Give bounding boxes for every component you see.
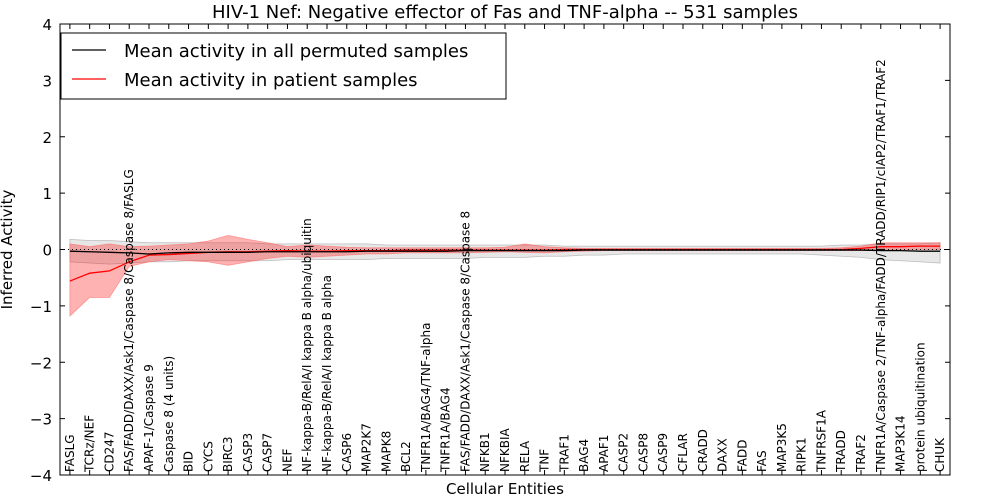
x-tick-label: CHUK — [933, 437, 947, 472]
x-tick-label: BIRC3 — [221, 436, 235, 472]
x-tick-label: APAF-1/Caspase 9 — [142, 364, 156, 472]
x-tick-label: MAP2K7 — [360, 423, 374, 472]
x-tick-label: TNF — [538, 449, 552, 473]
x-tick-label: NF-kappa-B/RelA/I kappa B alpha — [320, 275, 334, 472]
x-tick-label: TRAF1 — [557, 434, 571, 473]
x-tick-label: NF-kappa-B/RelA/I kappa B alpha/ubiquiti… — [300, 218, 314, 472]
x-tick-label: FADD — [735, 440, 749, 473]
x-tick-label: CYCS — [201, 441, 215, 472]
x-tick-label: TNFR1A/BAG4 — [439, 387, 453, 473]
confidence-bands — [69, 234, 941, 317]
x-tick-label: MAP3K5 — [775, 423, 789, 472]
y-tick-label: 3 — [42, 72, 52, 90]
y-tick-label: −4 — [30, 467, 52, 485]
y-tick-label: −2 — [30, 354, 52, 372]
x-tick-label: NFKB1 — [478, 432, 492, 472]
x-tick-label: FAS — [755, 450, 769, 472]
x-tick-label: TNFRSF1A — [814, 409, 828, 473]
x-tick-label: CRADD — [696, 429, 710, 472]
x-tick-label: CASP2 — [617, 433, 631, 472]
x-tick-label: CASP6 — [340, 433, 354, 472]
x-tick-label: Caspase 8 (4 units) — [162, 356, 176, 472]
series-lines — [69, 245, 941, 282]
legend-label-patient: Mean activity in patient samples — [124, 70, 418, 91]
x-tick-label: RELA — [518, 440, 532, 472]
axes-frame — [59, 23, 951, 476]
x-tick-label: MAP3K14 — [894, 415, 908, 472]
x-tick-label: CASP7 — [261, 433, 275, 472]
chart-title: HIV-1 Nef: Negative effector of Fas and … — [212, 2, 798, 23]
y-tick-label: 0 — [42, 242, 52, 260]
y-tick-label: 1 — [42, 185, 52, 203]
legend-box — [60, 32, 507, 100]
x-tick-label: CASP3 — [241, 433, 255, 472]
x-tick-label: APAF1 — [597, 435, 611, 472]
y-axis-ticks: −4 −3 −2 −1 0 1 2 3 4 — [30, 16, 950, 485]
x-tick-label: FAS/FADD/DAXX/Ask1/Caspase 8/Caspase 8/F… — [122, 169, 136, 472]
series-line-permuted — [69, 249, 941, 255]
x-tick-label: TNFR1A/BAG4/TNF-alpha — [419, 323, 433, 473]
x-tick-label: CFLAR — [676, 433, 690, 472]
x-tick-label: CASP9 — [656, 433, 670, 472]
y-tick-label: 2 — [42, 129, 52, 147]
x-tick-label: TNFR1A/Caspase 2/TNF-alpha/FADD/TRADD/RI… — [874, 59, 888, 473]
x-tick-label: FASLG — [63, 434, 77, 472]
x-tick-label: BID — [182, 451, 196, 472]
x-tick-label: RIPK1 — [795, 437, 809, 472]
x-tick-label: TCRz/NEF — [83, 415, 97, 473]
y-tick-label: −3 — [30, 411, 52, 429]
x-tick-label: DAXX — [716, 438, 730, 472]
x-tick-label: BCL2 — [399, 441, 413, 472]
x-tick-label: TRADD — [834, 430, 848, 473]
x-axis-label: Cellular Entities — [446, 480, 564, 498]
x-tick-label: protein ubiquitination — [913, 342, 927, 472]
y-tick-label: 4 — [42, 16, 52, 34]
x-tick-label: BAG4 — [577, 439, 591, 472]
legend-label-permuted: Mean activity in all permuted samples — [124, 41, 468, 62]
x-tick-label: TRAF2 — [854, 434, 868, 473]
x-tick-label: NFKBIA — [498, 427, 512, 472]
x-tick-label: FAS/FADD/DAXX/Ask1/Caspase 8/Caspase 8 — [458, 211, 472, 472]
y-axis-label: Inferred Activity — [0, 189, 16, 309]
x-tick-label: MAPK8 — [379, 431, 393, 472]
y-tick-label: −1 — [30, 298, 52, 316]
x-tick-label: CD247 — [102, 431, 116, 472]
x-axis-ticks: FASLG TCRz/NEF CD247 FAS/FADD/DAXX/Ask1/Cas… — [63, 24, 947, 475]
x-tick-label: NEF — [280, 448, 294, 472]
x-tick-label: CASP8 — [636, 433, 650, 472]
legend: Mean activity in all permuted samples Me… — [60, 32, 507, 100]
